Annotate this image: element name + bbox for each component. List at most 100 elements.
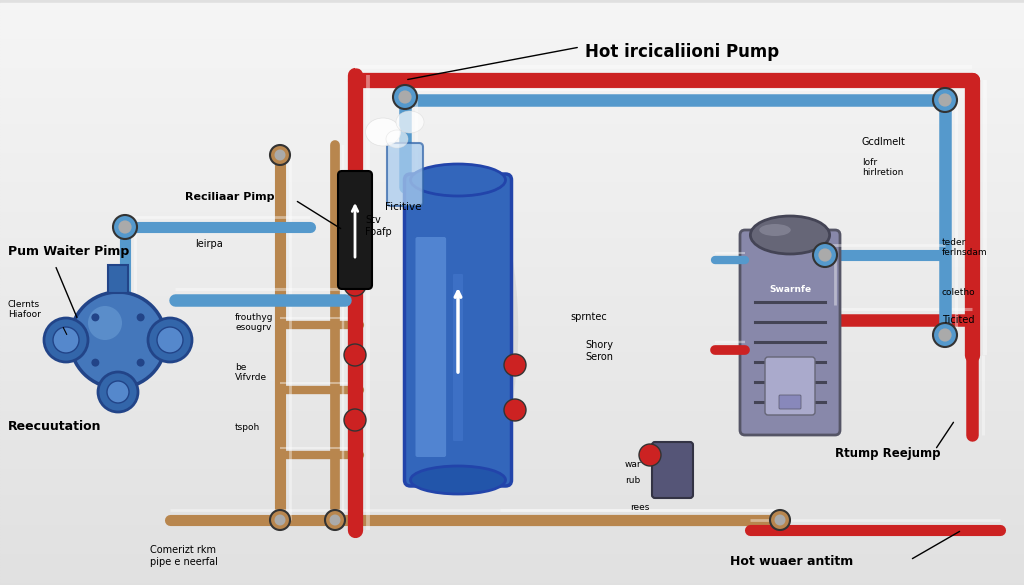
Circle shape [774, 514, 785, 525]
Bar [0, 278, 1024, 281]
Bar [0, 266, 1024, 269]
Bar [0, 360, 1024, 363]
Bar [0, 377, 1024, 380]
Bar [0, 532, 1024, 535]
Bar [0, 88, 1024, 91]
Bar [0, 246, 1024, 249]
Bar [0, 58, 1024, 61]
FancyBboxPatch shape [779, 395, 801, 409]
Text: Pum Waiter Pimp: Pum Waiter Pimp [8, 245, 129, 258]
Bar [0, 453, 1024, 456]
FancyBboxPatch shape [416, 237, 446, 457]
Bar [0, 50, 1024, 53]
Bar [0, 562, 1024, 565]
Bar [0, 325, 1024, 328]
Ellipse shape [411, 466, 506, 494]
Bar [0, 298, 1024, 301]
Text: lofr
hirlretion: lofr hirlretion [862, 157, 903, 177]
Text: Gcdlmelt: Gcdlmelt [862, 137, 906, 147]
Bar [0, 383, 1024, 386]
Bar [0, 494, 1024, 497]
Bar [0, 521, 1024, 524]
Bar [0, 132, 1024, 135]
Bar [0, 155, 1024, 158]
Text: Reecuutation: Reecuutation [8, 420, 101, 433]
Circle shape [91, 314, 99, 321]
Bar [0, 99, 1024, 102]
Bar [0, 29, 1024, 32]
Bar [0, 538, 1024, 541]
Bar [0, 199, 1024, 202]
Bar [0, 12, 1024, 15]
Circle shape [938, 94, 951, 106]
Bar [0, 240, 1024, 243]
FancyBboxPatch shape [404, 174, 512, 486]
Bar [0, 269, 1024, 272]
Bar [0, 316, 1024, 319]
Bar [0, 170, 1024, 173]
Bar [0, 187, 1024, 190]
FancyBboxPatch shape [740, 230, 840, 435]
Bar [0, 193, 1024, 196]
Bar [0, 105, 1024, 108]
Bar [0, 272, 1024, 275]
Bar [0, 436, 1024, 439]
Bar [0, 363, 1024, 366]
Bar [0, 9, 1024, 12]
Bar [0, 53, 1024, 56]
Bar [0, 366, 1024, 369]
Circle shape [113, 215, 137, 239]
Circle shape [344, 344, 366, 366]
Bar [0, 331, 1024, 333]
Bar [0, 129, 1024, 132]
Bar [0, 576, 1024, 579]
Bar [0, 410, 1024, 412]
Bar [0, 486, 1024, 488]
Bar [0, 354, 1024, 357]
Bar [0, 82, 1024, 85]
Bar [0, 158, 1024, 161]
Bar [0, 6, 1024, 9]
Bar [0, 389, 1024, 392]
Bar [0, 474, 1024, 477]
Bar [0, 143, 1024, 146]
Text: Swarnfe: Swarnfe [769, 285, 811, 294]
Circle shape [98, 372, 138, 412]
Bar [0, 491, 1024, 494]
Bar [0, 231, 1024, 234]
Circle shape [325, 510, 345, 530]
Bar [0, 234, 1024, 237]
FancyBboxPatch shape [387, 143, 423, 206]
Bar [0, 254, 1024, 257]
Bar [0, 263, 1024, 266]
Circle shape [148, 318, 193, 362]
Bar [0, 471, 1024, 474]
Bar [0, 497, 1024, 500]
Bar [0, 228, 1024, 231]
Bar [0, 459, 1024, 462]
Bar [0, 307, 1024, 310]
Circle shape [813, 243, 837, 267]
Bar [0, 456, 1024, 459]
Bar [0, 404, 1024, 407]
Bar [0, 237, 1024, 240]
Circle shape [274, 514, 286, 525]
Bar [0, 529, 1024, 532]
Bar [0, 208, 1024, 211]
Text: leirpa: leirpa [195, 239, 223, 249]
Ellipse shape [751, 216, 829, 254]
Bar [0, 284, 1024, 287]
Bar [0, 573, 1024, 576]
Bar [0, 401, 1024, 404]
Bar [0, 448, 1024, 450]
Bar [0, 424, 1024, 427]
Bar [0, 565, 1024, 567]
Bar [0, 439, 1024, 442]
FancyBboxPatch shape [338, 171, 372, 289]
Bar [0, 76, 1024, 79]
Circle shape [933, 323, 957, 347]
Bar [0, 357, 1024, 360]
Text: tspoh: tspoh [234, 423, 260, 432]
Circle shape [344, 409, 366, 431]
Bar [0, 398, 1024, 401]
